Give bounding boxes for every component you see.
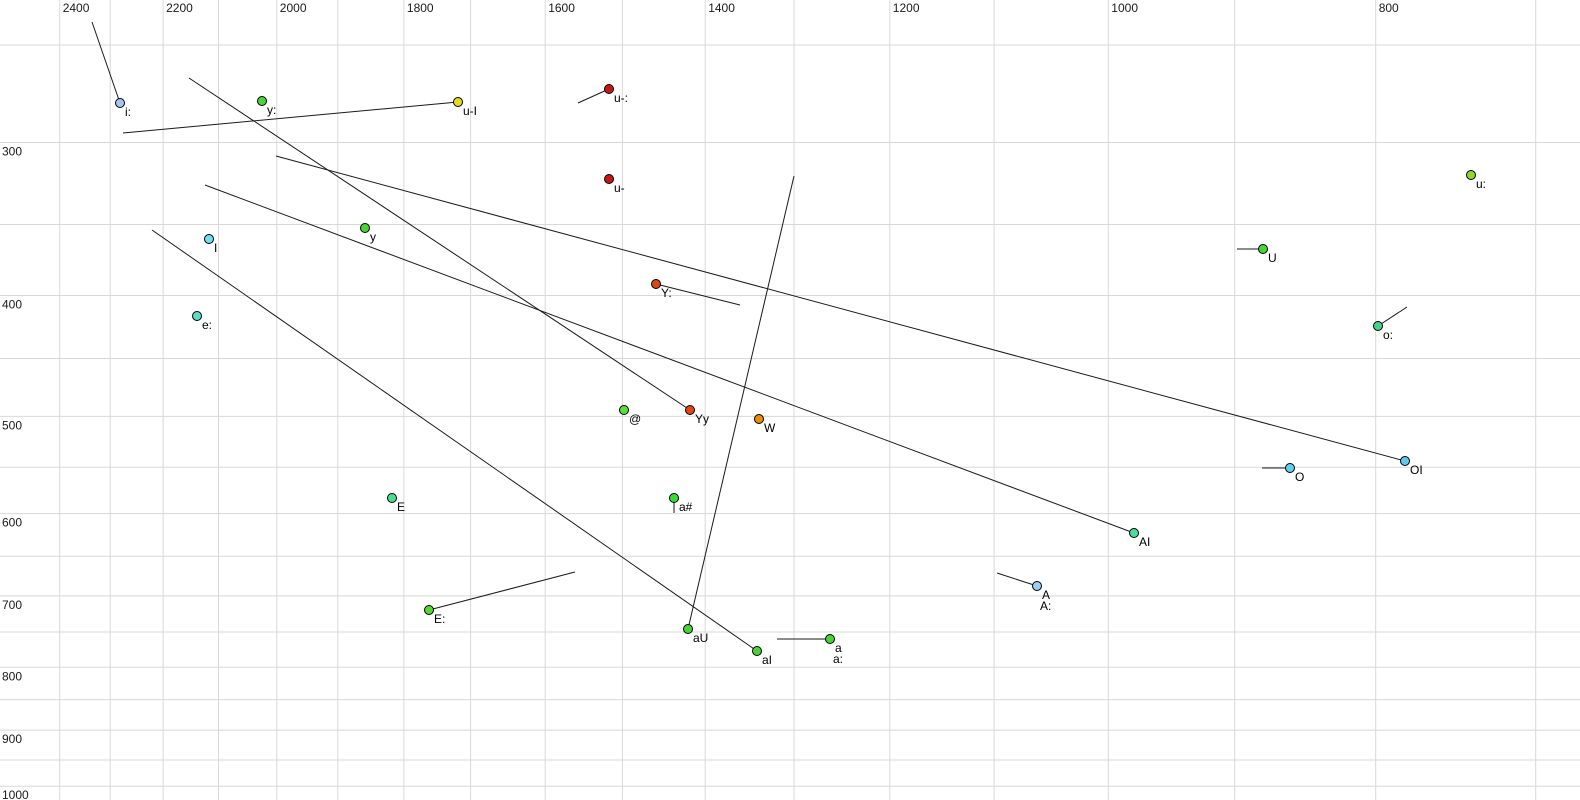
- vowel-label: AI: [1139, 535, 1150, 549]
- vowel-point[interactable]: [1400, 456, 1410, 466]
- trajectory-line: [91, 21, 121, 104]
- vowel-label: y:: [267, 103, 276, 117]
- trajectory-line: [655, 283, 741, 306]
- y-axis-tick-label: 600: [2, 516, 22, 530]
- vowel-label: o:: [1383, 328, 1393, 342]
- vowel-label: u:: [1476, 177, 1486, 191]
- vowel-point[interactable]: [651, 279, 661, 289]
- vowel-label: aI: [762, 653, 772, 667]
- vowel-label: u-:: [614, 91, 628, 105]
- x-axis-tick-label: 1600: [548, 1, 575, 15]
- axis-tick-labels-layer: 2400 2200 2000 1800 1600 1400 1200 1000 800 300 40…: [2, 1, 1399, 800]
- trajectory-line: [428, 571, 576, 611]
- trajectory-line: [577, 88, 610, 104]
- trajectory-line: [204, 184, 1135, 534]
- vowel-label: a#: [679, 500, 693, 514]
- x-axis-tick-label: 1400: [708, 1, 735, 15]
- vowel-label: u-: [614, 181, 625, 195]
- x-axis-tick-label: 1200: [893, 1, 920, 15]
- trajectory-line: [687, 175, 795, 630]
- y-axis-tick-label: 400: [2, 298, 22, 312]
- vowel-point[interactable]: [453, 97, 463, 107]
- x-axis-tick-label: 1000: [1111, 1, 1138, 15]
- y-axis-tick-label: 500: [2, 418, 22, 432]
- vowel-point[interactable]: [1129, 528, 1139, 538]
- vowel-point[interactable]: [1032, 581, 1042, 591]
- vowel-point[interactable]: [683, 624, 693, 634]
- trajectory-line: [275, 155, 1406, 462]
- vowel-point[interactable]: [115, 98, 125, 108]
- vowel-label: O: [1295, 470, 1304, 484]
- x-axis-tick-label: 1800: [407, 1, 434, 15]
- vowel-point[interactable]: [604, 174, 614, 184]
- vowel-point[interactable]: [257, 96, 267, 106]
- vowel-point[interactable]: [424, 605, 434, 615]
- vowel-label: i:: [125, 105, 131, 119]
- trajectory-lines-layer: [91, 21, 1408, 652]
- vowel-label: W: [764, 421, 776, 435]
- x-axis-tick-label: 2200: [166, 1, 193, 15]
- vowel-label: a: [835, 641, 842, 655]
- vowel-point[interactable]: [1258, 244, 1268, 254]
- vowel-label: U: [1268, 251, 1277, 265]
- vowel-point[interactable]: [387, 493, 397, 503]
- vowel-label: Yy: [695, 412, 709, 426]
- vowel-point[interactable]: [1285, 463, 1295, 473]
- trajectory-line: [151, 229, 758, 652]
- vowel-point[interactable]: [619, 405, 629, 415]
- vowel-label: A: [1042, 588, 1050, 602]
- vowel-point[interactable]: [825, 634, 835, 644]
- vowel-point[interactable]: [204, 234, 214, 244]
- vowel-point[interactable]: [604, 84, 614, 94]
- y-axis-tick-label: 800: [2, 669, 22, 683]
- vowel-label-secondary: a:: [833, 652, 843, 666]
- y-axis-tick-label: 700: [2, 598, 22, 612]
- vowel-point[interactable]: [669, 493, 679, 503]
- trajectory-line: [122, 101, 459, 134]
- vowel-label: e:: [202, 318, 212, 332]
- vowel-label: Y:: [661, 286, 672, 300]
- vowel-points-layer: [115, 84, 1476, 656]
- trajectory-line: [996, 572, 1038, 587]
- vowel-point[interactable]: [192, 311, 202, 321]
- vowel-point[interactable]: [752, 646, 762, 656]
- vowel-label: @: [629, 412, 641, 426]
- vowel-point[interactable]: [685, 405, 695, 415]
- vowel-label-secondary: A:: [1040, 599, 1051, 613]
- y-axis-tick-label: 900: [2, 732, 22, 746]
- vowel-point[interactable]: [360, 223, 370, 233]
- vowel-label: I: [214, 241, 217, 255]
- vowel-point[interactable]: [754, 414, 764, 424]
- vowel-label: E:: [434, 612, 445, 626]
- vowel-label: OI: [1410, 463, 1423, 477]
- x-axis-tick-label: 2000: [280, 1, 307, 15]
- y-axis-tick-label: 1000: [2, 788, 29, 800]
- vowel-label: aU: [693, 631, 708, 645]
- trajectory-line: [1377, 306, 1408, 327]
- vowel-label: y: [370, 230, 376, 244]
- x-axis-tick-label: 800: [1379, 1, 1399, 15]
- y-axis-tick-label: 300: [2, 145, 22, 159]
- x-axis-tick-label: 2400: [63, 1, 90, 15]
- vowel-label: E: [397, 500, 405, 514]
- trajectory-line: [188, 77, 691, 411]
- vowel-label: u-I: [463, 104, 477, 118]
- vowel-point[interactable]: [1373, 321, 1383, 331]
- vowel-point[interactable]: [1466, 170, 1476, 180]
